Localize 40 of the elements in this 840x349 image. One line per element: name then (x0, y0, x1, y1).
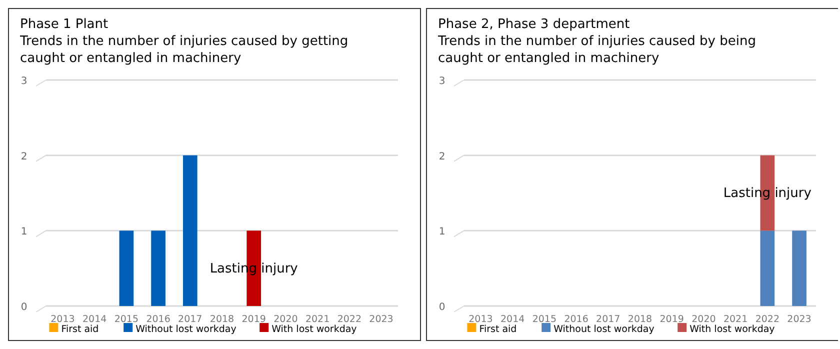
y-tick-label: 1 (438, 226, 446, 238)
chart-subtitle: Trends in the number of injuries caused by being caught or entangled in machinery (437, 34, 756, 66)
legend-label: With lost workday (272, 324, 358, 335)
legend-label: Without lost workday (136, 324, 237, 335)
x-tick-label: 2014 (500, 314, 525, 325)
legend-label: Without lost workday (554, 324, 655, 335)
x-tick-label: 2019 (242, 314, 266, 325)
x-tick-label: 2020 (692, 314, 716, 325)
legend-label: With lost workday (690, 324, 776, 335)
x-tick-label: 2018 (210, 314, 234, 325)
x-tick-label: 2022 (755, 314, 780, 325)
chart-subtitle: Trends in the number of injuries caused by getting caught or entangled in machinery (19, 34, 348, 66)
y-tick-label: 2 (438, 151, 446, 162)
y-tick-label: 3 (20, 76, 28, 87)
x-tick-label: 2023 (787, 314, 812, 325)
x-tick-label: 2015 (532, 314, 557, 325)
x-tick-label: 2021 (723, 314, 748, 325)
y-tick-label: 1 (20, 226, 28, 238)
x-tick-label: 2016 (146, 314, 170, 325)
x-tick-label: 2017 (596, 314, 620, 325)
legend-label: First aid (61, 324, 99, 335)
x-tick-label: 2014 (82, 314, 107, 325)
x-tick-label: 2017 (178, 314, 202, 325)
x-tick-label: 2021 (305, 314, 330, 325)
x-tick-label: 2015 (114, 314, 139, 325)
x-tick-label: 2020 (274, 314, 298, 325)
chart-title: Phase 1 Plant (20, 17, 108, 32)
legend-label: First aid (479, 324, 517, 335)
y-tick-label: 2 (20, 151, 28, 162)
y-tick-label: 0 (438, 302, 446, 313)
x-tick-label: 2023 (369, 314, 394, 325)
chart-title: Phase 2, Phase 3 department (438, 17, 630, 32)
x-tick-label: 2019 (660, 314, 684, 325)
y-tick-label: 0 (20, 302, 28, 313)
x-tick-label: 2013 (468, 314, 493, 325)
x-tick-label: 2018 (628, 314, 652, 325)
x-tick-label: 2013 (50, 314, 75, 325)
x-tick-label: 2016 (564, 314, 588, 325)
y-tick-label: 3 (438, 76, 446, 87)
x-tick-label: 2022 (337, 314, 362, 325)
